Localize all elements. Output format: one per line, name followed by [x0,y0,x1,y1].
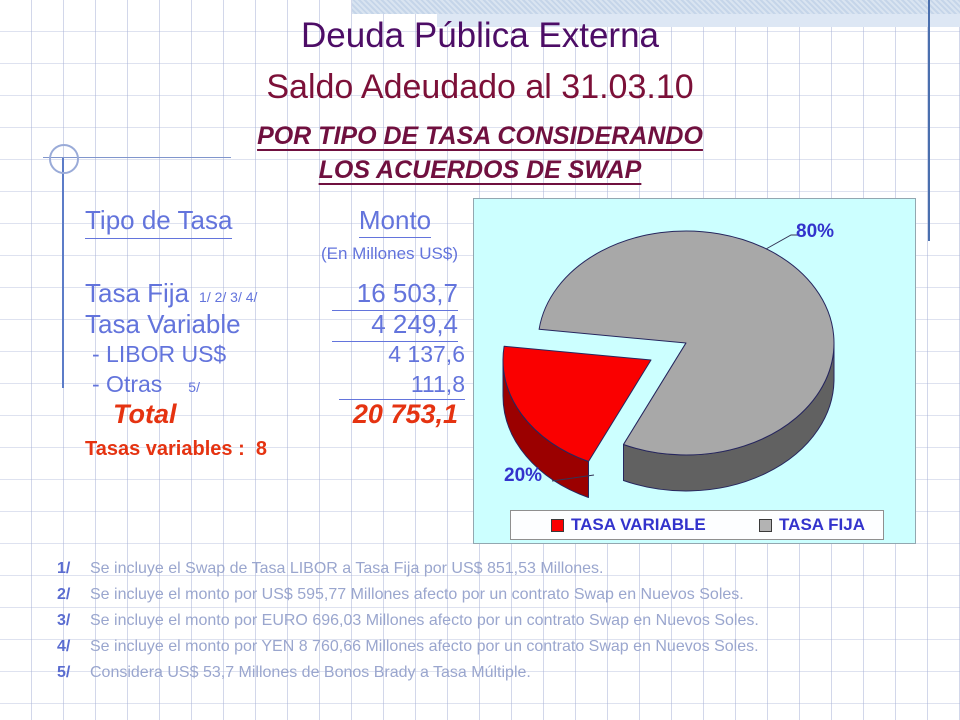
footnote-text: Se incluye el monto por YEN 8 760,66 Mil… [90,638,759,655]
footnote-text: Considera US$ 53,7 Millones de Bonos Bra… [90,664,531,681]
pie-slice-tasa-variable [502,345,652,462]
row-superscript: 5/ [188,379,200,395]
row-value: 16 503,7 [332,278,458,311]
row-label: Tasa Variable [85,309,241,339]
footnote-line: 2/ Se incluye el monto por US$ 595,77 Mi… [57,586,937,612]
chart-legend: TASA VARIABLE TASA FIJA [510,510,884,540]
tagline-line2-text: LOS ACUERDOS DE SWAP [318,156,642,184]
col1-header: Tipo de Tasa [85,205,233,239]
footnote-marker: 3/ [57,612,71,629]
footnote-line: 1/ Se incluye el Swap de Tasa LIBOR a Ta… [57,560,937,586]
row-label: Tasa Fija [85,278,190,308]
legend-label: TASA FIJA [779,515,865,534]
footnote-marker: 1/ [57,560,71,577]
legend-item-tasa-variable: TASA VARIABLE [551,515,706,535]
footnotes: 1/ Se incluye el Swap de Tasa LIBOR a Ta… [57,560,937,690]
row-superscript: 1/ 2/ 3/ 4/ [199,289,258,305]
table-row: - Otras 5/ 111,8 [85,371,465,400]
slide-subtitle: Saldo Adeudado al 31.03.10 [266,68,694,106]
footnote-text: Se incluye el Swap de Tasa LIBOR a Tasa … [90,560,604,577]
total-label: Total [113,399,177,429]
col2-subheader: (En Millones US$) [321,244,458,263]
data-label-20: 20% [504,465,543,486]
table-row: Tasa Fija 1/ 2/ 3/ 4/ 16 503,7 [85,278,458,311]
leader-line-20 [551,474,595,482]
variable-rates-note: Tasas variables : 8 [85,438,267,460]
row-value: 4 137,6 [388,341,465,367]
footnote-marker: 5/ [57,664,71,681]
pie-slice-tasa-fija [538,230,835,456]
top-blue-band-light [437,14,960,27]
table-total-row: Total 20 753,1 [85,399,458,430]
footnote-text: Se incluye el monto por US$ 595,77 Millo… [90,586,744,603]
table-row: Tasa Variable 4 249,4 [85,309,458,342]
footnote-text: Se incluye el monto por EURO 696,03 Mill… [90,612,759,629]
footnote-line: 3/ Se incluye el monto por EURO 696,03 M… [57,612,937,638]
data-label-80: 80% [796,221,835,242]
tagline-line1: POR TIPO DE TASA CONSIDERANDO [0,122,960,151]
tagline-line2: LOS ACUERDOS DE SWAP [0,156,960,185]
slide-title: Deuda Pública Externa [301,16,659,55]
row-value: 111,8 [339,371,465,400]
right-vertical-rule [928,0,930,241]
table-header-row: Tipo de Tasa Monto [85,205,458,239]
leader-line-80 [765,234,800,250]
col2-header-cell: Monto [332,205,458,238]
row-value: 4 249,4 [332,309,458,342]
footnote-line: 5/ Considera US$ 53,7 Millones de Bonos … [57,664,937,690]
footnote-line: 4/ Se incluye el monto por YEN 8 760,66 … [57,638,937,664]
table-row: - LIBOR US$ 4 137,6 [85,341,465,368]
row-label: - LIBOR US$ [92,341,227,367]
pie-chart-area: 80% 20% TASA VARIABLE TASA FIJA [473,198,916,544]
tagline-line1-text: POR TIPO DE TASA CONSIDERANDO [257,122,703,150]
legend-item-tasa-fija: TASA FIJA [759,515,865,535]
total-value: 20 753,1 [352,399,458,429]
tasa-fija-swatch-icon [759,518,773,532]
top-blue-band [352,0,960,14]
col2-header: Monto [358,205,432,238]
legend-label: TASA VARIABLE [571,515,706,534]
compass-circle-icon [49,144,79,174]
tasa-variable-swatch-icon [551,518,564,532]
footnote-marker: 4/ [57,638,71,655]
footnote-marker: 2/ [57,586,71,603]
row-label: - Otras [92,371,163,397]
pie-chart-svg [502,230,835,498]
left-vertical-rule [62,158,64,388]
left-horizontal-rule [43,157,231,158]
